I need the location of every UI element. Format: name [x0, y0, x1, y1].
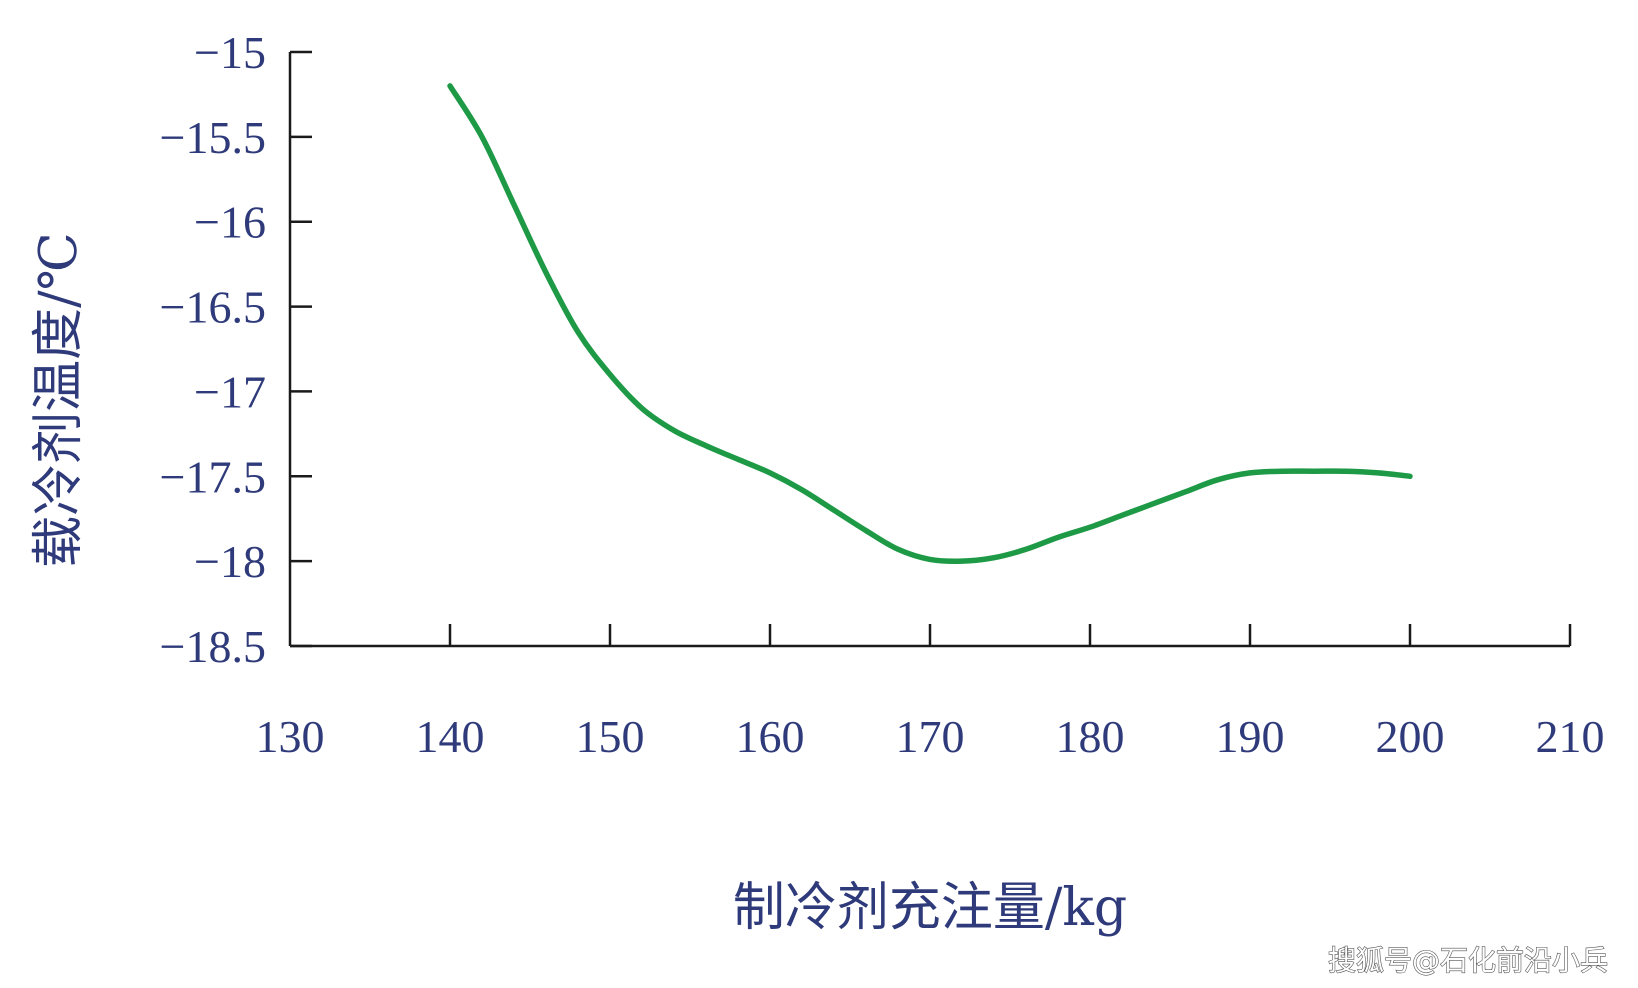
- y-tick-label: −16: [194, 197, 266, 248]
- x-tick-label: 160: [736, 711, 805, 762]
- y-tick-label: −18.5: [160, 621, 266, 672]
- x-tick-label: 200: [1376, 711, 1445, 762]
- y-tick-label: −17: [194, 366, 266, 417]
- x-tick-label: 210: [1536, 711, 1605, 762]
- x-ticks: 130 140 150 160 170 180 190 200 210: [256, 624, 1605, 762]
- x-tick-label: 170: [896, 711, 965, 762]
- series-line: [447, 83, 1413, 564]
- x-tick-label: 180: [1056, 711, 1125, 762]
- y-tick-label: −18: [194, 536, 266, 587]
- x-tick-label: 190: [1216, 711, 1285, 762]
- y-tick-label: −16.5: [160, 282, 266, 333]
- y-axis-title: 载冷剂温度/℃: [29, 232, 89, 568]
- x-tick-label: 140: [416, 711, 485, 762]
- x-tick-label: 150: [576, 711, 645, 762]
- y-tick-label: −15: [194, 27, 266, 78]
- y-tick-label: −15.5: [160, 112, 266, 163]
- watermark-text: 搜狐号@石化前沿小兵: [1328, 944, 1608, 977]
- x-tick-label: 130: [256, 711, 325, 762]
- y-ticks: −15 −15.5 −16 −16.5 −17 −17.5 −18 −18.5: [160, 27, 312, 672]
- series-layer: [447, 83, 1413, 564]
- y-tick-label: −17.5: [160, 451, 266, 502]
- x-axis-title: 制冷剂充注量/kg: [733, 878, 1127, 938]
